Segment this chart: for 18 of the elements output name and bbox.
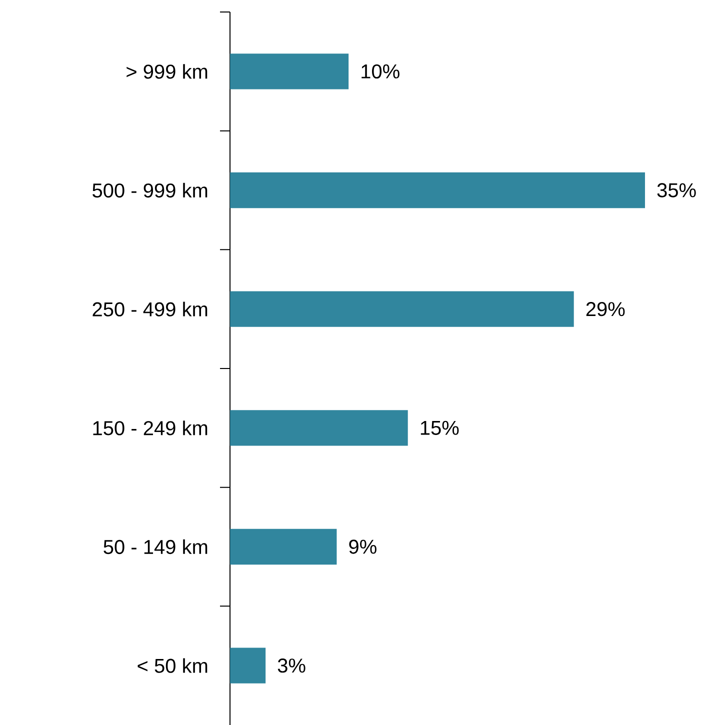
y-tick-label: < 50 km	[138, 658, 208, 673]
data-label: 10%	[362, 64, 400, 78]
y-tick-label: 250 - 499 km	[92, 302, 208, 316]
bar	[230, 528, 337, 565]
data-label: 3%	[278, 658, 306, 673]
data-label: 29%	[586, 302, 625, 316]
y-tick-label: 50 - 149 km	[104, 539, 208, 554]
bar	[230, 648, 266, 684]
y-tick-label: > 999 km	[126, 64, 208, 79]
bar	[230, 410, 408, 446]
y-tick-label: 150 - 249 km	[93, 420, 208, 436]
y-tick-label: 500 - 999 km	[92, 182, 208, 198]
bar	[230, 54, 349, 90]
data-label: 35%	[657, 183, 696, 198]
bar	[230, 291, 574, 327]
data-label: 15%	[420, 420, 459, 435]
bar	[230, 172, 645, 208]
data-label: 9%	[349, 540, 376, 554]
